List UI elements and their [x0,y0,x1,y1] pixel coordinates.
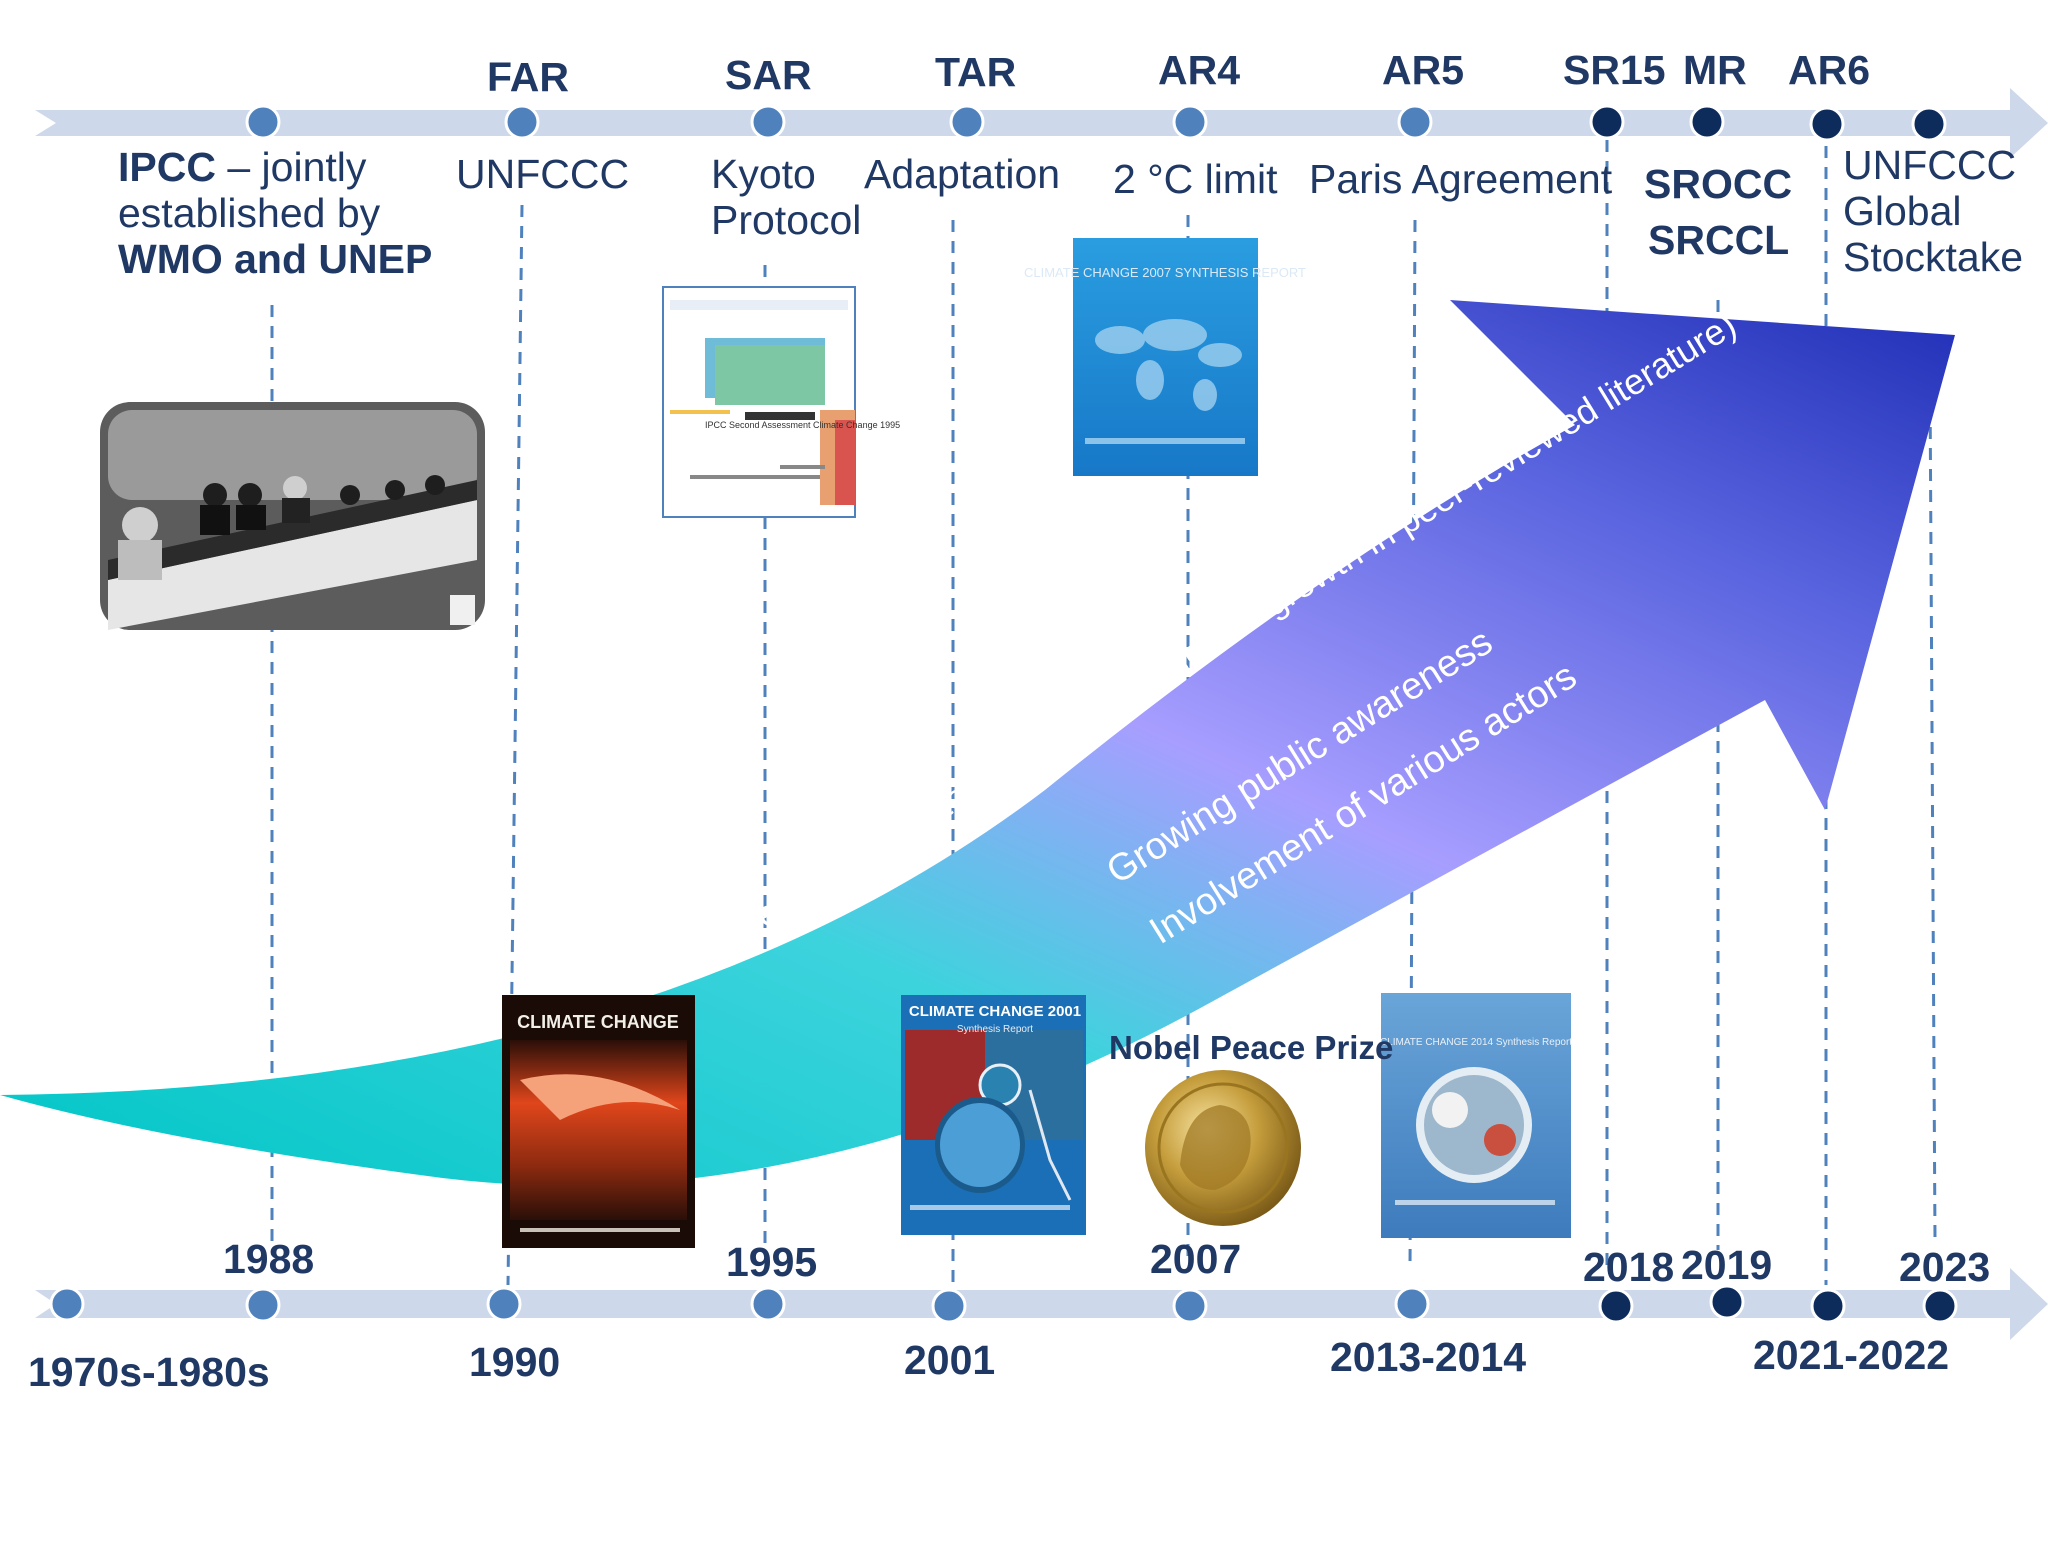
ar4-report-cover: CLIMATE CHANGE 2007 SYNTHESIS REPORT [1024,238,1306,476]
ar5-cover-title: CLIMATE CHANGE 2014 Synthesis Report [1380,1037,1572,1048]
year-2013-2014: 2013-2014 [1330,1334,1527,1380]
report-label-far: FAR [487,54,569,100]
stocktake-line-1: UNFCCC [1843,142,2017,188]
report-label-tar: TAR [935,49,1017,95]
report-label-sar: SAR [725,52,812,98]
tar-cover-title: CLIMATE CHANGE 2001 [909,1003,1081,1020]
event-kyoto-protocol: Kyoto Protocol [711,151,862,244]
year-2019: 2019 [1681,1242,1773,1288]
year-1990: 1990 [469,1339,561,1385]
ipcc-established-by-text: established by [118,189,381,236]
year-1970s-1980s: 1970s-1980s [28,1349,270,1395]
ipcc-jointly-text: – jointly [215,144,367,190]
event-srccl: SRCCL [1648,217,1790,263]
tar-cover-subtitle: Synthesis Report [957,1024,1033,1035]
report-label-ar5: AR5 [1382,47,1465,93]
stocktake-line-2: Global [1843,187,1962,234]
report-label-ar6: AR6 [1788,47,1871,93]
bottom-timeline-dots [49,1284,1958,1324]
ipcc-label: IPCC [118,144,216,190]
year-1988: 1988 [223,1236,315,1282]
year-2007: 2007 [1150,1236,1242,1282]
event-paris-agreement: Paris Agreement [1309,156,1613,202]
year-1995: 1995 [726,1239,818,1285]
event-global-stocktake: UNFCCC Global Stocktake [1843,142,2024,281]
event-nobel-peace-prize: Nobel Peace Prize [1109,1029,1394,1066]
year-2023: 2023 [1899,1244,1991,1290]
ar5-report-cover: CLIMATE CHANGE 2014 Synthesis Report [1380,993,1572,1238]
far-report-cover: CLIMATE CHANGE [502,995,695,1248]
event-ipcc-established: IPCC – jointly established by WMO and UN… [118,144,433,283]
kyoto-line-1: Kyoto [711,151,816,197]
tar-report-cover: CLIMATE CHANGE 2001 Synthesis Report [901,995,1086,1235]
ar4-cover-title: CLIMATE CHANGE 2007 SYNTHESIS REPORT [1024,265,1306,280]
stocktake-line-3: Stocktake [1843,233,2024,280]
founding-meeting-photo [100,402,485,630]
event-srocc: SROCC [1644,161,1793,207]
sar-report-cover: IPCC Second Assessment Climate Change 19… [662,286,900,518]
report-label-sr15: SR15 [1563,47,1666,93]
bottom-timeline-bar [35,1268,2048,1340]
event-adaptation: Adaptation [864,151,1061,197]
ipcc-wmo-unep-text: WMO and UNEP [118,235,433,282]
top-timeline-bar [35,88,2048,158]
event-unfccc: UNFCCC [456,151,630,197]
sar-cover-title: IPCC Second Assessment Climate Change 19… [705,420,900,430]
top-timeline-dots [245,104,1947,142]
nobel-medal [1145,1070,1301,1226]
event-2c-limit: 2 °C limit [1113,156,1278,202]
report-label-mr: MR [1683,47,1747,93]
report-label-ar4: AR4 [1158,47,1241,93]
growth-arrow [0,300,1955,1186]
year-2021-2022: 2021-2022 [1753,1332,1950,1378]
far-cover-title: CLIMATE CHANGE [517,1012,679,1032]
year-2001: 2001 [904,1337,996,1383]
year-2018: 2018 [1583,1244,1675,1290]
kyoto-line-2: Protocol [711,196,862,243]
